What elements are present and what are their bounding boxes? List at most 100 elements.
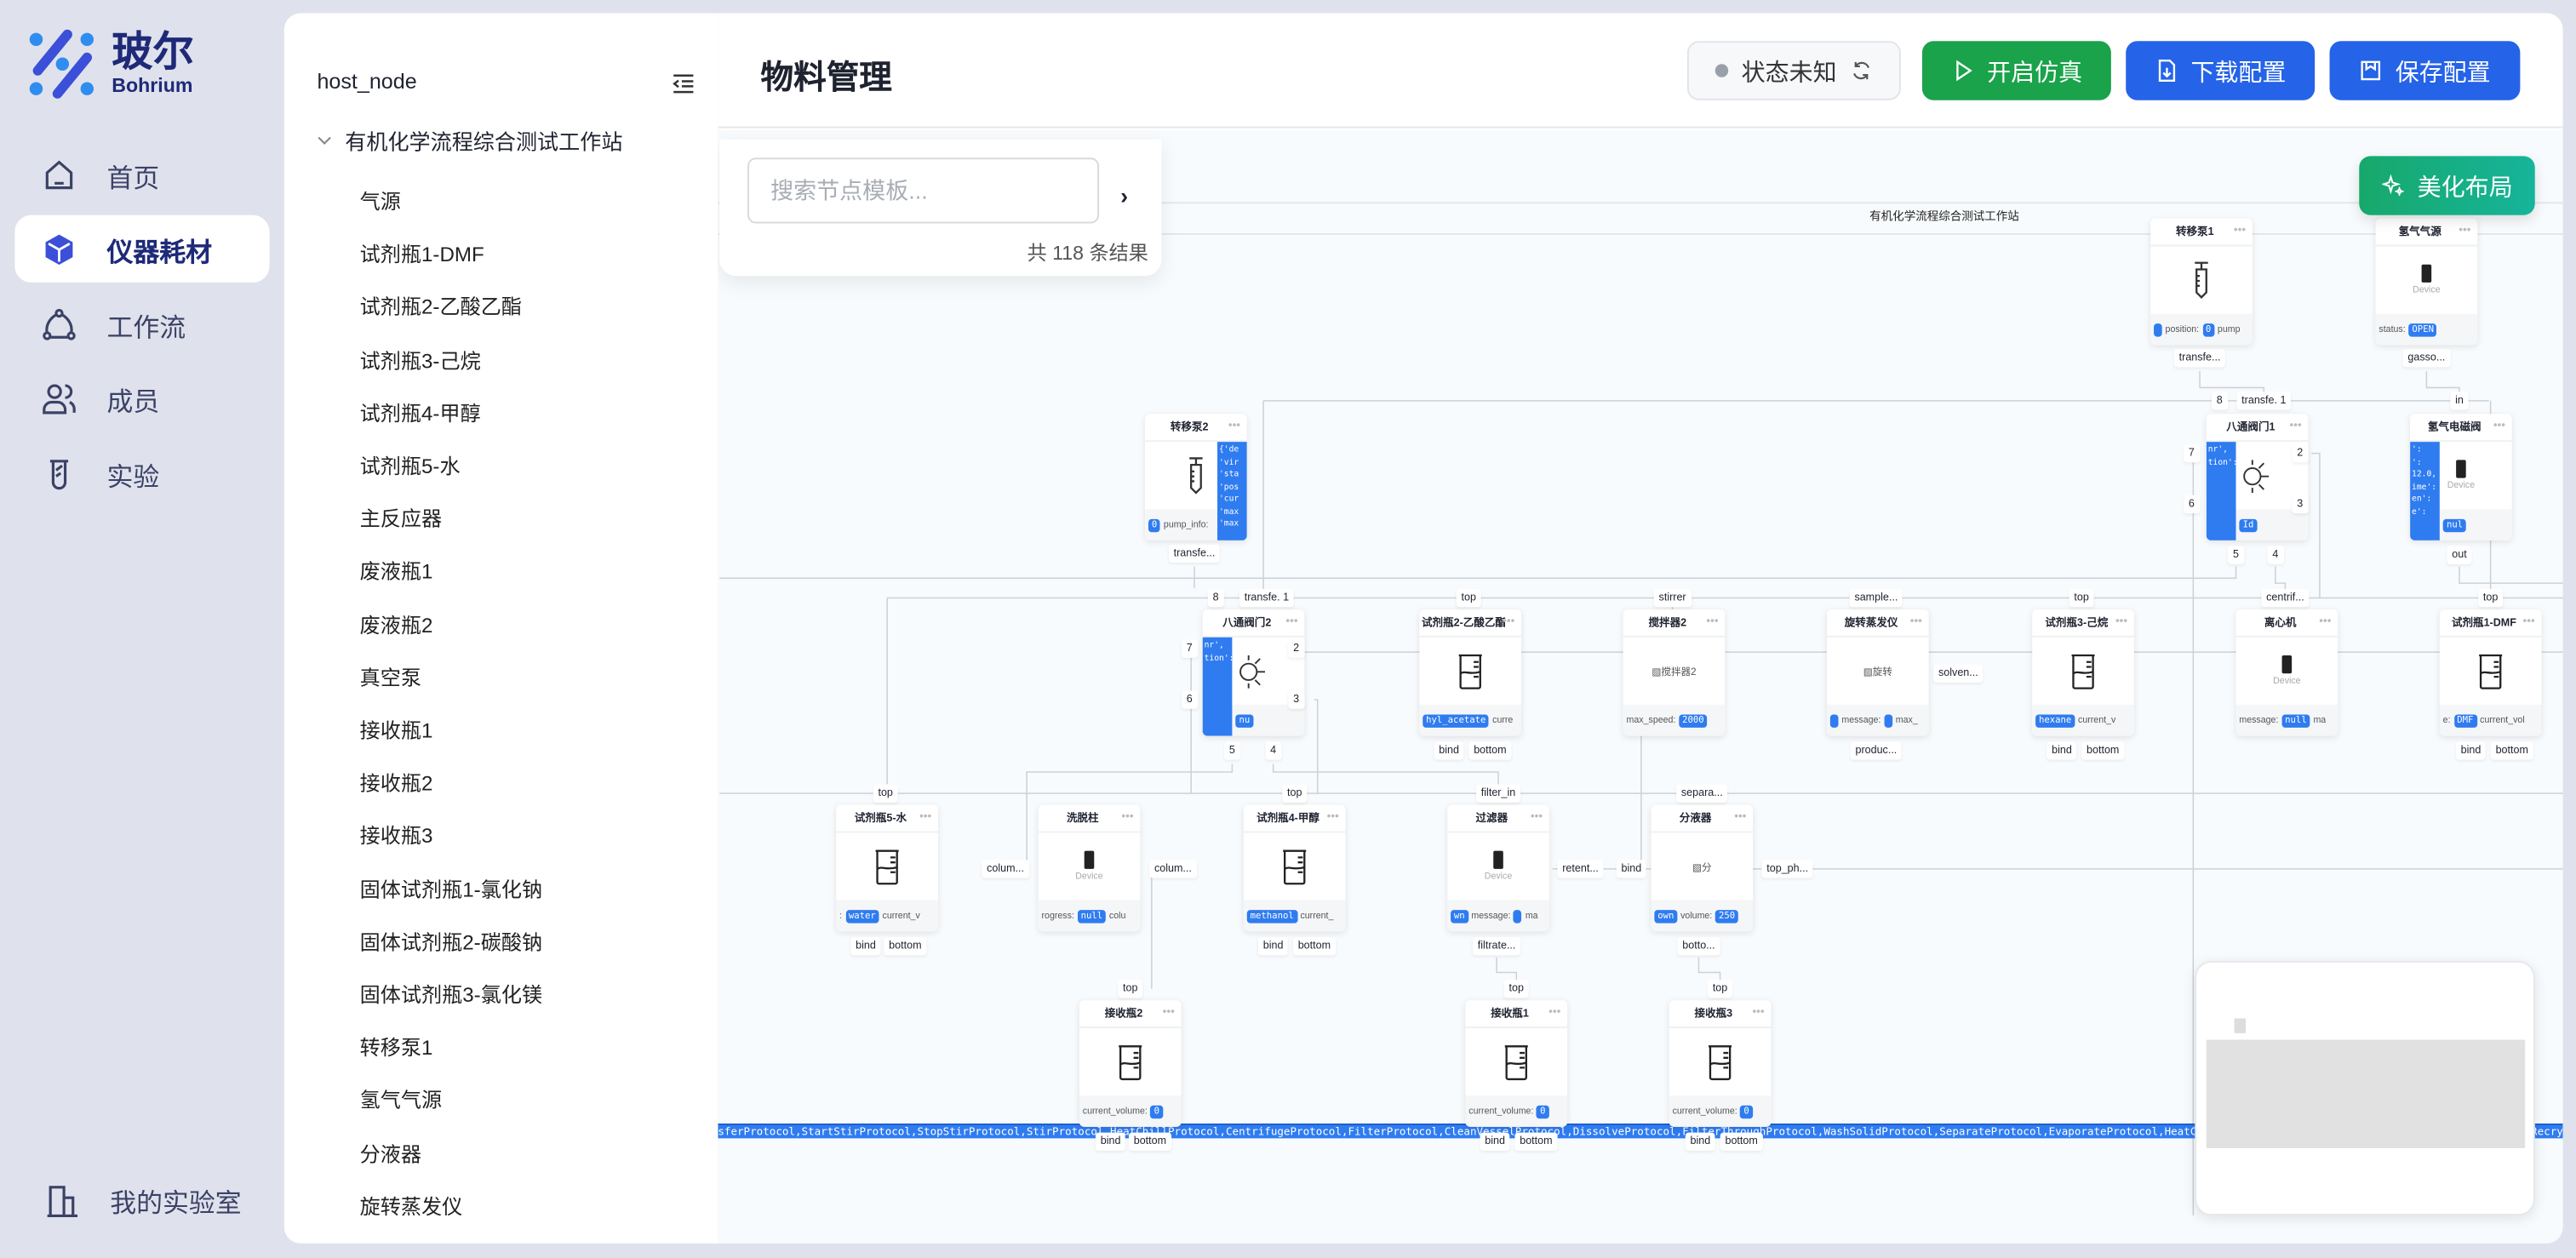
- field-value[interactable]: water: [844, 909, 879, 923]
- device-node[interactable]: 接收瓶3 ••• current_volume: 0: [1669, 1000, 1772, 1127]
- search-input[interactable]: [747, 157, 1100, 224]
- field-value[interactable]: [2154, 323, 2162, 336]
- nav-item-home[interactable]: 首页: [14, 141, 269, 209]
- more-icon[interactable]: •••: [2289, 420, 2302, 432]
- more-icon[interactable]: •••: [1548, 1006, 1561, 1019]
- more-icon[interactable]: •••: [2459, 225, 2471, 237]
- nav-item-workflow[interactable]: 工作流: [14, 291, 269, 358]
- device-node[interactable]: 八通阀门1•••nr',tion':status:Id: [2206, 414, 2309, 540]
- field-value[interactable]: wn: [1451, 909, 1468, 923]
- tree-root[interactable]: host_node: [317, 69, 417, 94]
- chevron-right-icon[interactable]: ›: [1120, 182, 1129, 209]
- device-node[interactable]: 试剂瓶3-己烷 ••• hexane current_v: [2032, 609, 2134, 736]
- tree-item[interactable]: 试剂瓶2-乙酸乙酯: [359, 296, 522, 320]
- tree-item[interactable]: 废液瓶2: [359, 613, 433, 637]
- start-simulation-button[interactable]: 开启仿真: [1921, 41, 2111, 100]
- beautify-layout-button[interactable]: 美化布局: [2359, 156, 2535, 215]
- tree-item[interactable]: 氢气气源: [359, 1089, 443, 1113]
- more-icon[interactable]: •••: [2115, 615, 2128, 628]
- chevron-down-icon[interactable]: [317, 133, 331, 147]
- tree-item[interactable]: 试剂瓶5-水: [359, 455, 461, 478]
- tree-item[interactable]: 分液器: [359, 1142, 422, 1166]
- field-value[interactable]: 0: [1148, 517, 1161, 532]
- field-value[interactable]: nu: [1235, 713, 1254, 727]
- field-value[interactable]: OPEN: [2408, 323, 2437, 336]
- tree-item[interactable]: 固体试剂瓶3-氯化镁: [359, 983, 543, 1007]
- my-lab-link[interactable]: 我的实验室: [44, 1181, 242, 1221]
- device-node[interactable]: 接收瓶1 ••• current_volume: 0: [1465, 1000, 1568, 1127]
- tree-item[interactable]: 固体试剂瓶1-氯化钠: [359, 878, 543, 901]
- device-node[interactable]: 试剂瓶5-水 •••: water current_v: [836, 804, 938, 932]
- more-icon[interactable]: •••: [1909, 615, 1922, 628]
- device-node[interactable]: 分液器 ••• ▧分 own volume: 250: [1651, 804, 1754, 932]
- tree-item[interactable]: 试剂瓶4-甲醇: [359, 402, 481, 426]
- more-icon[interactable]: •••: [1326, 811, 1339, 823]
- tree-item[interactable]: 主反应器: [359, 507, 443, 531]
- field-value[interactable]: [1884, 713, 1892, 727]
- field-value[interactable]: [1829, 713, 1839, 727]
- field-value[interactable]: 0: [1150, 1104, 1163, 1118]
- nav-item-members[interactable]: 成员: [14, 364, 269, 432]
- more-icon[interactable]: •••: [2233, 225, 2247, 237]
- flow-canvas[interactable]: 有机化学流程综合测试工作站 sferProtocol,StartStirProt…: [718, 129, 2563, 1244]
- tree-item[interactable]: 气源: [359, 190, 401, 214]
- device-node[interactable]: 氢气电磁阀•••Device':':12.0,ime':en':e':statu…: [2410, 414, 2512, 540]
- field-value[interactable]: [1514, 909, 1522, 923]
- more-icon[interactable]: •••: [919, 811, 932, 823]
- device-node[interactable]: 转移泵2 ••• {'de'vir'sta'pos'cur'max'max 0 pump…: [1145, 414, 1247, 540]
- tree-item[interactable]: 转移泵1: [359, 1037, 433, 1061]
- tree-item[interactable]: 真空泵: [359, 666, 422, 690]
- tree-item[interactable]: 旋转蒸发仪: [359, 1195, 463, 1219]
- tree-item[interactable]: 试剂瓶3-己烷: [359, 349, 481, 373]
- nav-item-instruments[interactable]: 仪器耗材: [14, 214, 270, 283]
- device-node[interactable]: 过滤器 ••• Device wn message: ma: [1447, 804, 1549, 932]
- field-value[interactable]: hexane: [2035, 713, 2075, 727]
- field-value[interactable]: null: [2281, 713, 2310, 727]
- device-node[interactable]: 试剂瓶2-乙酸乙酯 ••• hyl_acetate curre: [1419, 609, 1522, 736]
- more-icon[interactable]: •••: [1121, 811, 1134, 823]
- tree-item[interactable]: 废液瓶1: [359, 560, 433, 584]
- status-indicator[interactable]: 状态未知: [1686, 41, 1901, 100]
- device-node[interactable]: 试剂瓶1-DMF ••• e: DMF current_vol: [2439, 609, 2542, 736]
- download-config-button[interactable]: 下载配置: [2126, 41, 2316, 100]
- tree-item[interactable]: 试剂瓶1-DMF: [359, 243, 484, 266]
- device-node[interactable]: 离心机 ••• Device message: null ma: [2235, 609, 2338, 736]
- device-node[interactable]: 洗脱柱 ••• Device rogress: null colu: [1038, 804, 1141, 932]
- device-node[interactable]: 八通阀门2•••nr',tion':status:nu: [1202, 609, 1305, 736]
- more-icon[interactable]: •••: [1706, 615, 1719, 628]
- tree-group[interactable]: 有机化学流程综合测试工作站: [317, 125, 622, 157]
- device-node[interactable]: 氢气气源 ••• Device status: OPEN: [2375, 218, 2478, 346]
- nav-item-experiments[interactable]: 实验: [14, 440, 269, 507]
- tree-item[interactable]: 接收瓶2: [359, 772, 433, 796]
- field-value[interactable]: own: [1654, 909, 1678, 923]
- more-icon[interactable]: •••: [1530, 811, 1543, 823]
- more-icon[interactable]: •••: [1162, 1006, 1175, 1019]
- device-node[interactable]: 接收瓶2 ••• current_volume: 0: [1079, 1000, 1182, 1127]
- field-value[interactable]: 0: [1740, 1104, 1753, 1118]
- field-value[interactable]: nul: [2443, 517, 2466, 532]
- more-icon[interactable]: •••: [2319, 615, 2332, 628]
- save-config-button[interactable]: 保存配置: [2329, 41, 2521, 100]
- more-icon[interactable]: •••: [2522, 615, 2535, 628]
- more-icon[interactable]: •••: [1752, 1006, 1765, 1019]
- field-value[interactable]: 0: [2201, 323, 2215, 336]
- device-node[interactable]: 旋转蒸发仪 ••• ▧旋转 message: max_: [1826, 609, 1929, 736]
- field-value[interactable]: Id: [2239, 517, 2258, 532]
- minimap-viewport[interactable]: [2206, 1039, 2526, 1148]
- collapse-sidebar-icon[interactable]: [672, 72, 695, 95]
- tree-item[interactable]: 接收瓶1: [359, 719, 433, 743]
- field-value[interactable]: 250: [1715, 909, 1739, 923]
- field-value[interactable]: 0: [1537, 1104, 1549, 1118]
- device-node[interactable]: 搅拌器2 ••• ▧搅拌器2 max_speed: 2000: [1623, 609, 1726, 736]
- field-value[interactable]: methanol: [1246, 909, 1297, 923]
- minimap[interactable]: [2195, 960, 2535, 1216]
- field-value[interactable]: 2000: [1679, 713, 1708, 727]
- field-value[interactable]: null: [1077, 909, 1107, 923]
- more-icon[interactable]: •••: [1734, 811, 1747, 823]
- device-node[interactable]: 试剂瓶4-甲醇 ••• methanol current_: [1243, 804, 1346, 932]
- device-node[interactable]: 转移泵1 ••• position: 0 pump: [2150, 218, 2253, 346]
- tree-item[interactable]: 接收瓶3: [359, 825, 433, 849]
- more-icon[interactable]: •••: [1228, 420, 1241, 432]
- more-icon[interactable]: •••: [1503, 615, 1515, 628]
- field-value[interactable]: DMF: [2453, 713, 2477, 727]
